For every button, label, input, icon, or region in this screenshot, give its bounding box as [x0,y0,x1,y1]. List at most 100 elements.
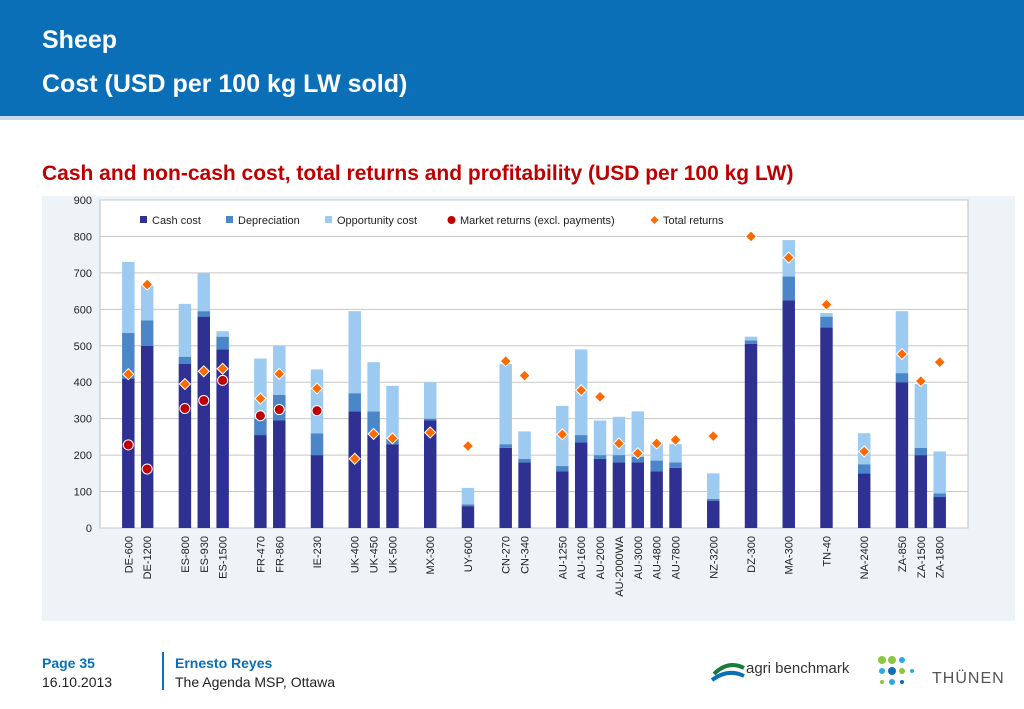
total-returns-point [367,427,380,441]
y-tick-label: 500 [74,341,92,353]
bar-segment [895,382,909,528]
bar-segment [216,349,229,528]
bar-segment [707,498,720,501]
bar-segment [631,462,645,528]
y-tick-label: 0 [86,523,92,535]
bar-segment [122,378,135,528]
cost-returns-chart: 0 100 200 300 400 500 600 700 800 900 DE-600 DE-120… [74,195,969,597]
y-tick-label: 800 [74,231,92,243]
x-tick-label: UK-500 [387,536,399,573]
total-returns-point [197,365,210,378]
bar-segment [914,447,928,456]
x-tick-label: AU-4800 [652,536,664,579]
total-returns-point [782,251,795,264]
bar-segment [499,444,512,448]
bar-segment [122,261,135,334]
x-tick-label: DZ-300 [746,536,758,573]
x-tick-label: AU-3000 [633,536,645,579]
total-returns-point [122,367,135,381]
slide-title: Sheep [42,26,118,54]
legend-swatch [226,216,233,223]
total-returns-point [461,439,475,453]
total-returns-point [254,392,267,405]
legend-swatch [447,216,456,224]
bar-segment [254,435,267,528]
total-returns-point [593,390,607,404]
x-tick-label: ES-800 [180,536,192,573]
footer-divider [162,652,164,690]
x-tick-label: AU-1600 [576,536,588,579]
total-returns-point [914,374,928,388]
total-returns-point [556,428,569,441]
x-tick-label: DE-1200 [142,536,154,579]
presentation-date: 16.10.2013 [42,674,113,690]
market-returns-point [141,463,153,475]
total-returns-point [612,437,626,450]
total-returns-point [858,445,871,458]
x-tick-label: MA-300 [784,536,796,575]
slide-header: Sheep Cost (USD per 100 kg LW sold) [0,0,1024,120]
total-returns-point [178,377,192,391]
bar-segment [367,362,380,412]
x-tick-label: AU-7800 [671,536,683,579]
total-returns-point [499,354,512,368]
bar-segment [857,464,871,474]
bar-segment [820,312,833,317]
bar-segment [650,471,663,528]
bar-segment [310,369,324,434]
legend-swatch [650,216,659,224]
legend-label: Total returns [663,215,724,227]
y-tick-label: 700 [74,268,92,280]
legend-swatch [325,216,332,223]
bar-segment [310,433,324,456]
total-returns-point [820,298,833,311]
total-returns-point [744,230,758,243]
total-returns-point [216,362,229,375]
bar-segment [254,418,267,436]
bar-segment [631,411,645,457]
bar-segment [216,336,229,350]
bar-segment [744,340,758,344]
x-tick-label: TN-40 [821,536,833,567]
legend-label: Opportunity cost [337,215,417,227]
legend-label: Depreciation [238,215,300,227]
bar-segment [933,497,946,528]
market-returns-point [122,439,134,451]
total-returns-point [631,447,644,460]
total-returns-point [386,432,399,445]
bar-segment [386,444,399,528]
y-tick-label: 300 [74,414,92,426]
bar-segment [348,393,361,412]
bar-segment [367,433,380,528]
bar-segment [197,272,211,312]
market-returns-point [198,394,210,406]
bar-segment [820,316,833,328]
slide-subtitle: Cost (USD per 100 kg LW sold) [42,70,408,98]
x-tick-label: ZA-1500 [916,536,928,578]
x-tick-label: ZA-1800 [935,536,947,578]
bar-segment [744,336,758,341]
bar-segment [518,462,531,528]
legend-label: Market returns (excl. payments) [460,215,615,227]
y-tick-label: 100 [74,487,92,499]
bar-segment [423,382,437,419]
bar-segment [140,320,154,346]
bar-segment [499,447,512,528]
market-returns-point [273,404,285,416]
plot-area [99,199,969,529]
x-tick-label: NZ-3200 [708,536,720,579]
x-tick-label: MX-300 [425,536,437,575]
x-tick-label: UK-450 [369,536,381,573]
total-returns-point [348,452,361,465]
bar-segment [782,300,795,528]
y-tick-label: 600 [74,304,92,316]
x-tick-label: UK-400 [350,536,362,573]
bar-segment [518,458,531,463]
bar-segment [782,276,795,301]
market-returns-point [179,402,191,414]
bar-segment [820,327,833,528]
total-returns-point [650,437,663,450]
x-tick-label: CN-270 [501,536,513,574]
bar-segment [518,431,531,459]
bar-segment [386,385,399,439]
